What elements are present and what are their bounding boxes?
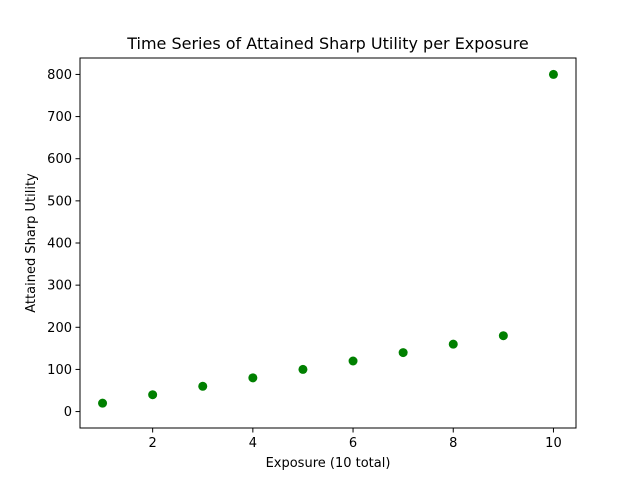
x-tick-label: 6 (349, 436, 357, 451)
data-point (148, 390, 158, 400)
x-axis-label: Exposure (10 total) (266, 456, 391, 471)
data-point (98, 398, 108, 408)
plot-background (80, 58, 576, 428)
data-point (448, 339, 458, 349)
data-point (248, 373, 258, 383)
data-point (298, 364, 308, 374)
data-point (498, 331, 508, 341)
x-tick-label: 10 (545, 436, 562, 451)
y-axis-label: Attained Sharp Utility (24, 173, 39, 313)
y-axis: 0 100 200 300 400 500 600 700 800 (47, 68, 80, 420)
plot-area: 2 4 6 8 10 0 100 200 300 400 500 600 700 800 (47, 57, 577, 451)
data-point (348, 356, 358, 366)
data-point (398, 348, 408, 358)
x-tick-label: 4 (249, 436, 257, 451)
x-axis: 2 4 6 8 10 (149, 428, 562, 451)
plot-frame (79, 57, 577, 429)
y-tick-label: 700 (47, 110, 72, 125)
y-tick-label: 0 (64, 405, 72, 420)
y-tick-label: 600 (47, 152, 72, 167)
y-tick-label: 300 (47, 279, 72, 294)
y-tick-label: 400 (47, 237, 72, 252)
data-point (548, 69, 558, 79)
y-tick-label: 200 (47, 321, 72, 336)
y-tick-label: 800 (47, 68, 72, 83)
y-tick-label: 100 (47, 363, 72, 378)
y-tick-label: 500 (47, 194, 72, 209)
data-point (198, 381, 208, 391)
chart-title: Time Series of Attained Sharp Utility pe… (126, 34, 529, 53)
x-tick-label: 2 (149, 436, 157, 451)
x-tick-label: 8 (449, 436, 457, 451)
data-points (98, 69, 558, 408)
